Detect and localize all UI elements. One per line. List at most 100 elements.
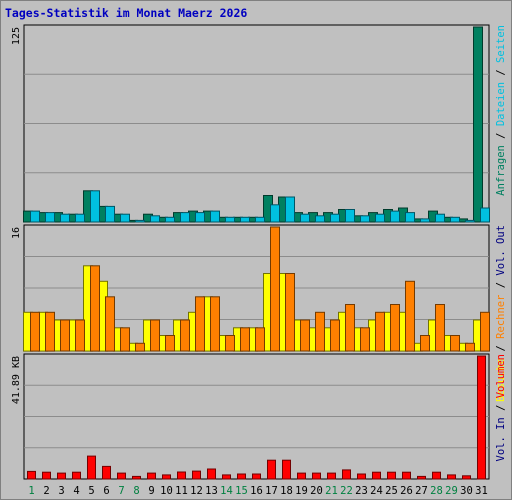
bar-dateien-day-4 (75, 213, 85, 223)
bar-rechner-day-10 (165, 335, 175, 352)
legend-item-vol-out: Vol. Out (495, 225, 507, 276)
x-tick-label-day-4: 4 (73, 485, 79, 497)
bar-rechner-day-16 (255, 327, 265, 352)
bar-dateien-day-24 (375, 213, 385, 223)
bar-volumen-day-26 (402, 471, 411, 480)
bar-volumen-day-9 (147, 472, 156, 480)
bar-rechner-day-22 (345, 304, 355, 352)
bar-dateien-day-13 (210, 210, 220, 223)
bar-rechner-day-29 (450, 335, 460, 352)
bar-dateien-day-20 (315, 215, 325, 223)
bar-volumen-day-15 (237, 473, 246, 480)
bar-dateien-day-17 (270, 204, 280, 223)
bar-dateien-day-1 (30, 210, 40, 223)
bar-volumen-day-6 (102, 465, 111, 480)
bar-dateien-day-21 (330, 213, 340, 223)
bar-dateien-day-11 (180, 212, 190, 223)
bar-dateien-day-30 (465, 219, 475, 223)
legend-separator: / (495, 339, 507, 358)
x-tick-label-day-14: 14 (220, 485, 233, 497)
bar-volumen-day-12 (192, 470, 201, 480)
bar-dateien-day-25 (390, 210, 400, 223)
x-tick-label-day-11: 11 (175, 485, 188, 497)
x-tick-label-day-9: 9 (148, 485, 154, 497)
bar-dateien-day-22 (345, 209, 355, 223)
x-tick-label-day-16: 16 (250, 485, 263, 497)
bar-rechner-day-3 (60, 319, 70, 352)
bar-rechner-day-7 (120, 327, 130, 352)
chart-title: Tages-Statistik im Monat Maerz 2026 (5, 6, 247, 20)
bar-volumen-day-25 (387, 471, 396, 480)
x-tick-label-day-31: 31 (475, 485, 488, 497)
bar-volumen-day-7 (117, 472, 126, 480)
bar-rechner-day-25 (390, 304, 400, 352)
axis-max-label-bottom: 41.89 KB (11, 356, 22, 404)
x-tick-label-day-7: 7 (118, 485, 124, 497)
bar-rechner-day-6 (105, 296, 115, 352)
legend-separator: / (495, 126, 507, 145)
legend-separator: / (495, 398, 507, 417)
bar-dateien-day-28 (435, 213, 445, 223)
x-tick-label-day-24: 24 (370, 485, 383, 497)
bar-rechner-day-4 (75, 319, 85, 352)
bar-rechner-day-21 (330, 319, 340, 352)
x-tick-label-day-27: 27 (415, 485, 428, 497)
legend-separator: / (495, 63, 507, 82)
bar-dateien-day-29 (450, 216, 460, 223)
bar-volumen-day-29 (447, 474, 456, 480)
bar-rechner-day-18 (285, 273, 295, 352)
bar-volumen-day-19 (297, 472, 306, 480)
x-tick-label-day-1: 1 (28, 485, 34, 497)
legend-separator: / (495, 276, 507, 295)
x-tick-label-day-3: 3 (58, 485, 64, 497)
bar-rechner-day-15 (240, 327, 250, 352)
legend-item-rechner: Rechner (495, 295, 507, 339)
bar-dateien-day-15 (240, 216, 250, 223)
x-tick-label-day-2: 2 (43, 485, 49, 497)
bar-rechner-day-23 (360, 327, 370, 352)
bar-rechner-day-8 (135, 342, 145, 352)
bar-volumen-day-23 (357, 473, 366, 480)
legend-item-dateien: Dateien (495, 82, 507, 126)
bar-volumen-day-16 (252, 473, 261, 480)
legend-middle: Besuche / Rechner / Vol. Out (495, 225, 507, 402)
bar-rechner-day-13 (210, 296, 220, 352)
x-tick-label-day-22: 22 (340, 485, 353, 497)
bar-rechner-day-24 (375, 311, 385, 352)
x-tick-label-day-20: 20 (310, 485, 323, 497)
bar-rechner-day-9 (150, 319, 160, 352)
bar-volumen-day-1 (27, 470, 36, 480)
x-tick-label-day-21: 21 (325, 485, 338, 497)
bar-volumen-day-24 (372, 471, 381, 480)
x-tick-label-day-6: 6 (103, 485, 109, 497)
bar-dateien-day-18 (285, 196, 295, 223)
axis-max-label-top: 125 (11, 27, 22, 45)
bar-rechner-day-28 (435, 304, 445, 352)
bar-volumen-day-2 (42, 471, 51, 480)
bar-volumen-day-18 (282, 459, 291, 480)
bar-rechner-day-12 (195, 296, 205, 352)
bar-dateien-day-23 (360, 215, 370, 223)
bar-volumen-day-8 (132, 475, 141, 480)
legend-top: Anfragen / Dateien / Seiten (495, 25, 507, 196)
legend-bottom: Vol. In / Volumen (495, 354, 507, 462)
bar-volumen-day-17 (267, 459, 276, 480)
legend-item-seiten: Seiten (495, 25, 507, 63)
bar-dateien-day-10 (165, 216, 175, 223)
bar-volumen-day-30 (462, 475, 471, 480)
x-tick-label-day-28: 28 (430, 485, 443, 497)
bar-volumen-day-13 (207, 468, 216, 480)
x-tick-label-day-29: 29 (445, 485, 458, 497)
bar-volumen-day-22 (342, 469, 351, 480)
legend-item-vol-in: Vol. In (495, 417, 507, 461)
bar-volumen-day-21 (327, 472, 336, 480)
bar-dateien-day-14 (225, 216, 235, 223)
x-tick-label-day-25: 25 (385, 485, 398, 497)
bar-dateien-day-26 (405, 212, 415, 223)
axis-max-label-middle: 16 (11, 227, 22, 239)
x-tick-label-day-13: 13 (205, 485, 218, 497)
bar-dateien-day-19 (300, 213, 310, 223)
bar-volumen-day-3 (57, 472, 66, 480)
bar-dateien-day-9 (150, 215, 160, 223)
bar-rechner-day-5 (90, 265, 100, 352)
